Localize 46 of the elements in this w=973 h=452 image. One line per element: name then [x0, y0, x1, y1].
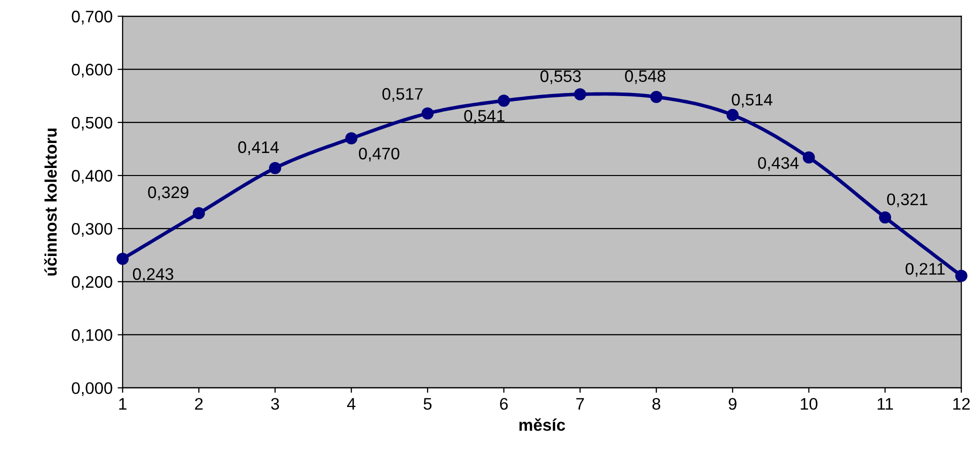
point	[345, 132, 358, 144]
data-label: 0,470	[358, 148, 400, 162]
x-tick-label: 6	[500, 398, 508, 410]
x-tick-label: 2	[195, 398, 203, 410]
point	[192, 207, 205, 220]
data-label: 0,517	[382, 88, 423, 102]
y-tick-label: 0,700	[72, 10, 112, 24]
y-tick-label: 0,400	[72, 170, 112, 184]
data-label: 0,321	[887, 193, 928, 208]
x-tick-label: 12	[953, 398, 970, 410]
x-tick-label: 10	[800, 398, 818, 410]
x-tick-label: 8	[652, 398, 660, 410]
data-label: 0,553	[540, 70, 581, 84]
data-label: 0,211	[906, 262, 945, 277]
point	[650, 90, 662, 104]
y-axis-title: účinnost kolektoru	[44, 128, 57, 276]
point	[116, 252, 129, 265]
point	[498, 94, 510, 107]
point	[726, 108, 739, 122]
x-tick-label: 5	[424, 398, 432, 410]
data-label: 0,514	[732, 94, 772, 108]
y-tick-label: 0,600	[72, 64, 112, 78]
y-tick-label: 0,200	[72, 276, 112, 290]
data-label: 0,434	[758, 157, 799, 171]
data-label: 0,414	[238, 141, 279, 156]
point	[802, 151, 815, 164]
data-label: 0,548	[625, 70, 666, 84]
point	[422, 107, 434, 120]
x-tick-label: 9	[728, 398, 736, 410]
x-tick-label: 7	[576, 398, 584, 410]
y-tick-label: 0,000	[72, 382, 112, 396]
x-tick-label: 4	[347, 398, 356, 410]
point	[879, 211, 892, 224]
y-tick-label: 0,100	[72, 329, 112, 343]
x-axis-title: měsíc	[519, 418, 566, 431]
data-label: 0,329	[148, 186, 188, 200]
point	[269, 162, 282, 174]
data-label: 0,243	[132, 268, 174, 282]
point	[955, 270, 968, 282]
x-tick-label: 11	[878, 398, 893, 410]
x-tick-label: 3	[271, 398, 279, 410]
x-tick-label: 1	[119, 398, 126, 410]
y-tick-label: 0,300	[72, 222, 112, 237]
y-tick-label: 0,500	[72, 116, 112, 131]
data-label: 0,541	[464, 110, 504, 124]
point	[574, 88, 586, 100]
